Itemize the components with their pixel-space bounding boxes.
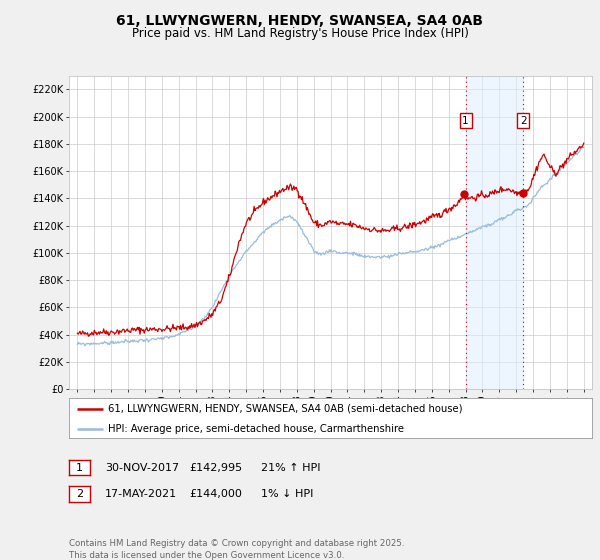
Text: HPI: Average price, semi-detached house, Carmarthenshire: HPI: Average price, semi-detached house,… [108, 424, 404, 434]
Text: 2: 2 [76, 489, 83, 499]
Text: £144,000: £144,000 [189, 489, 242, 499]
Text: Price paid vs. HM Land Registry's House Price Index (HPI): Price paid vs. HM Land Registry's House … [131, 27, 469, 40]
Text: 17-MAY-2021: 17-MAY-2021 [105, 489, 177, 499]
Text: 61, LLWYNGWERN, HENDY, SWANSEA, SA4 0AB (semi-detached house): 61, LLWYNGWERN, HENDY, SWANSEA, SA4 0AB … [108, 404, 463, 414]
Text: 21% ↑ HPI: 21% ↑ HPI [261, 463, 320, 473]
Text: Contains HM Land Registry data © Crown copyright and database right 2025.
This d: Contains HM Land Registry data © Crown c… [69, 539, 404, 560]
Text: 1% ↓ HPI: 1% ↓ HPI [261, 489, 313, 499]
Text: 1: 1 [463, 115, 469, 125]
Text: 1: 1 [76, 463, 83, 473]
Bar [466, 76, 523, 389]
Text: 30-NOV-2017: 30-NOV-2017 [105, 463, 179, 473]
Text: £142,995: £142,995 [189, 463, 242, 473]
Text: 61, LLWYNGWERN, HENDY, SWANSEA, SA4 0AB: 61, LLWYNGWERN, HENDY, SWANSEA, SA4 0AB [116, 14, 484, 28]
Text: 2: 2 [520, 115, 527, 125]
